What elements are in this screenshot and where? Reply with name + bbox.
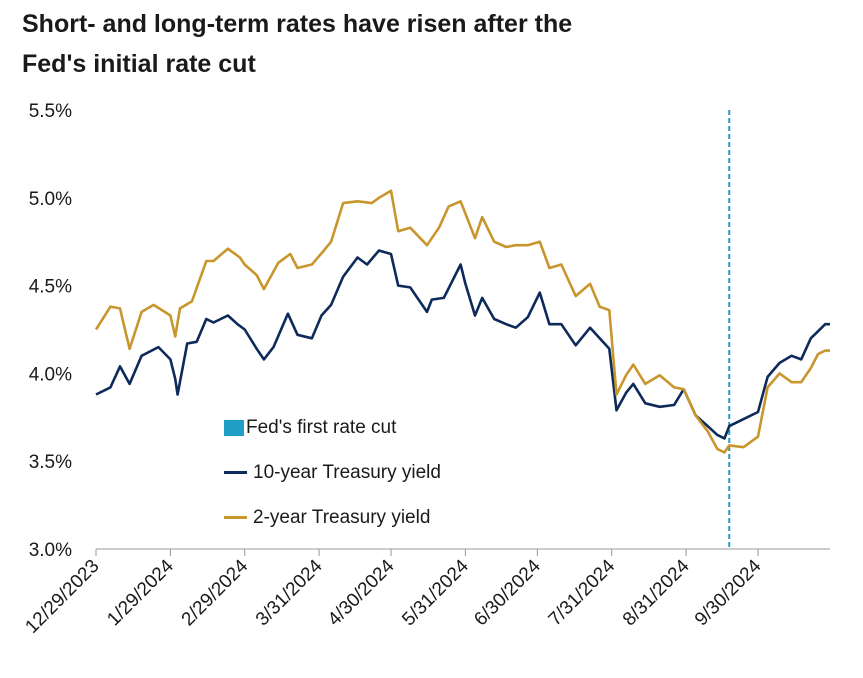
legend-label-rate-cut: Fed's first rate cut xyxy=(246,416,397,438)
chart-title-line2: Fed's initial rate cut xyxy=(22,50,256,78)
x-tick-label: 12/29/2023 xyxy=(21,556,103,638)
y-tick-label: 5.5% xyxy=(29,101,72,122)
x-tick-label: 8/31/2024 xyxy=(619,555,694,630)
x-tick-label: 2/29/2024 xyxy=(178,555,253,630)
x-tick-label: 9/30/2024 xyxy=(691,555,766,630)
x-tick-label: 5/31/2024 xyxy=(398,555,473,630)
legend-label-10-year: 10-year Treasury yield xyxy=(253,461,441,483)
y-tick-label: 4.5% xyxy=(29,277,72,298)
x-tick-label: 7/31/2024 xyxy=(545,555,620,630)
two-year-yield-line xyxy=(94,189,830,454)
legend-swatch-2-year xyxy=(224,516,247,519)
y-tick-label: 3.5% xyxy=(29,452,72,473)
ten-year-yield-line xyxy=(95,249,830,440)
chart-legend: Fed's first rate cut 10-year Treasury yi… xyxy=(224,405,441,540)
y-tick-label: 4.0% xyxy=(29,364,72,385)
chart-title-line1: Short- and long-term rates have risen af… xyxy=(22,10,573,38)
x-tick-label: 4/30/2024 xyxy=(324,555,399,630)
legend-label-2-year: 2-year Treasury yield xyxy=(253,506,431,528)
x-tick-label: 6/30/2024 xyxy=(470,555,545,630)
legend-item-10-year: 10-year Treasury yield xyxy=(224,450,441,495)
legend-swatch-rate-cut xyxy=(224,419,244,436)
legend-swatch-10-year xyxy=(224,471,247,474)
y-tick-label: 5.0% xyxy=(29,189,72,210)
y-tick-label: 3.0% xyxy=(29,540,72,561)
legend-item-2-year: 2-year Treasury yield xyxy=(224,495,441,540)
x-tick-label: 3/31/2024 xyxy=(252,555,327,630)
x-tick-label: 1/29/2024 xyxy=(103,555,178,630)
legend-item-rate-cut: Fed's first rate cut xyxy=(224,405,441,450)
chart-title: Short- and long-term rates have risen af… xyxy=(22,4,842,84)
